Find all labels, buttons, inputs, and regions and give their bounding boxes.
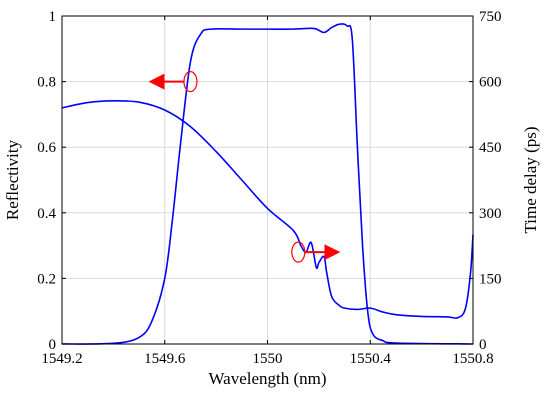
y-left-tick-label: 0.8 [37,75,56,91]
y-right-tick-label: 0 [479,337,487,353]
y-left-axis-ticks: 0 0.2 0.4 0.6 0.8 1 [37,9,66,353]
x-tick-label: 1550 [253,351,283,367]
y-right-axis-ticks: 0 150 300 450 600 750 [469,9,502,353]
y-right-tick-label: 450 [479,140,502,156]
y-left-axis-label: Reflectivity [3,139,22,220]
time-delay-line [61,100,474,320]
y-left-tick-label: 1 [49,9,57,25]
y-right-tick-label: 600 [479,75,502,91]
x-tick-label: 1549.6 [144,351,186,367]
y-left-tick-label: 0.6 [37,140,56,156]
time-delay-marker-ellipse [291,241,306,263]
x-axis-label: Wavelength (nm) [208,369,326,388]
x-axis-ticks: 1549.2 1549.6 1550 1550.4 1550.8 [41,16,494,367]
reflectivity-line [61,23,474,345]
x-tick-label: 1550.4 [350,351,392,367]
x-tick-label: 1549.2 [41,351,82,367]
grid [62,16,473,344]
y-left-tick-label: 0.2 [37,271,56,287]
series-group [61,23,474,345]
y-right-tick-label: 750 [479,9,502,25]
y-right-axis-label: Time delay (ps) [521,126,540,233]
y-right-tick-label: 300 [479,206,502,222]
x-tick-label: 1550.8 [452,351,493,367]
y-right-tick-label: 150 [479,271,502,287]
annotations-group [148,70,341,263]
y-left-tick-label: 0 [49,337,57,353]
y-left-tick-label: 0.4 [37,206,56,222]
